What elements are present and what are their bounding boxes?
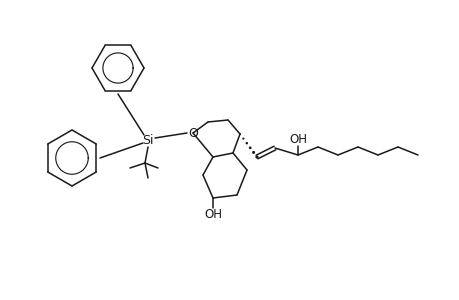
Circle shape xyxy=(246,143,247,144)
Circle shape xyxy=(256,156,257,158)
Circle shape xyxy=(249,147,250,148)
Circle shape xyxy=(252,152,254,153)
Text: Si: Si xyxy=(142,134,153,146)
Circle shape xyxy=(242,138,243,139)
Text: OH: OH xyxy=(203,208,222,221)
Text: O: O xyxy=(188,127,197,140)
Text: OH: OH xyxy=(288,133,306,146)
